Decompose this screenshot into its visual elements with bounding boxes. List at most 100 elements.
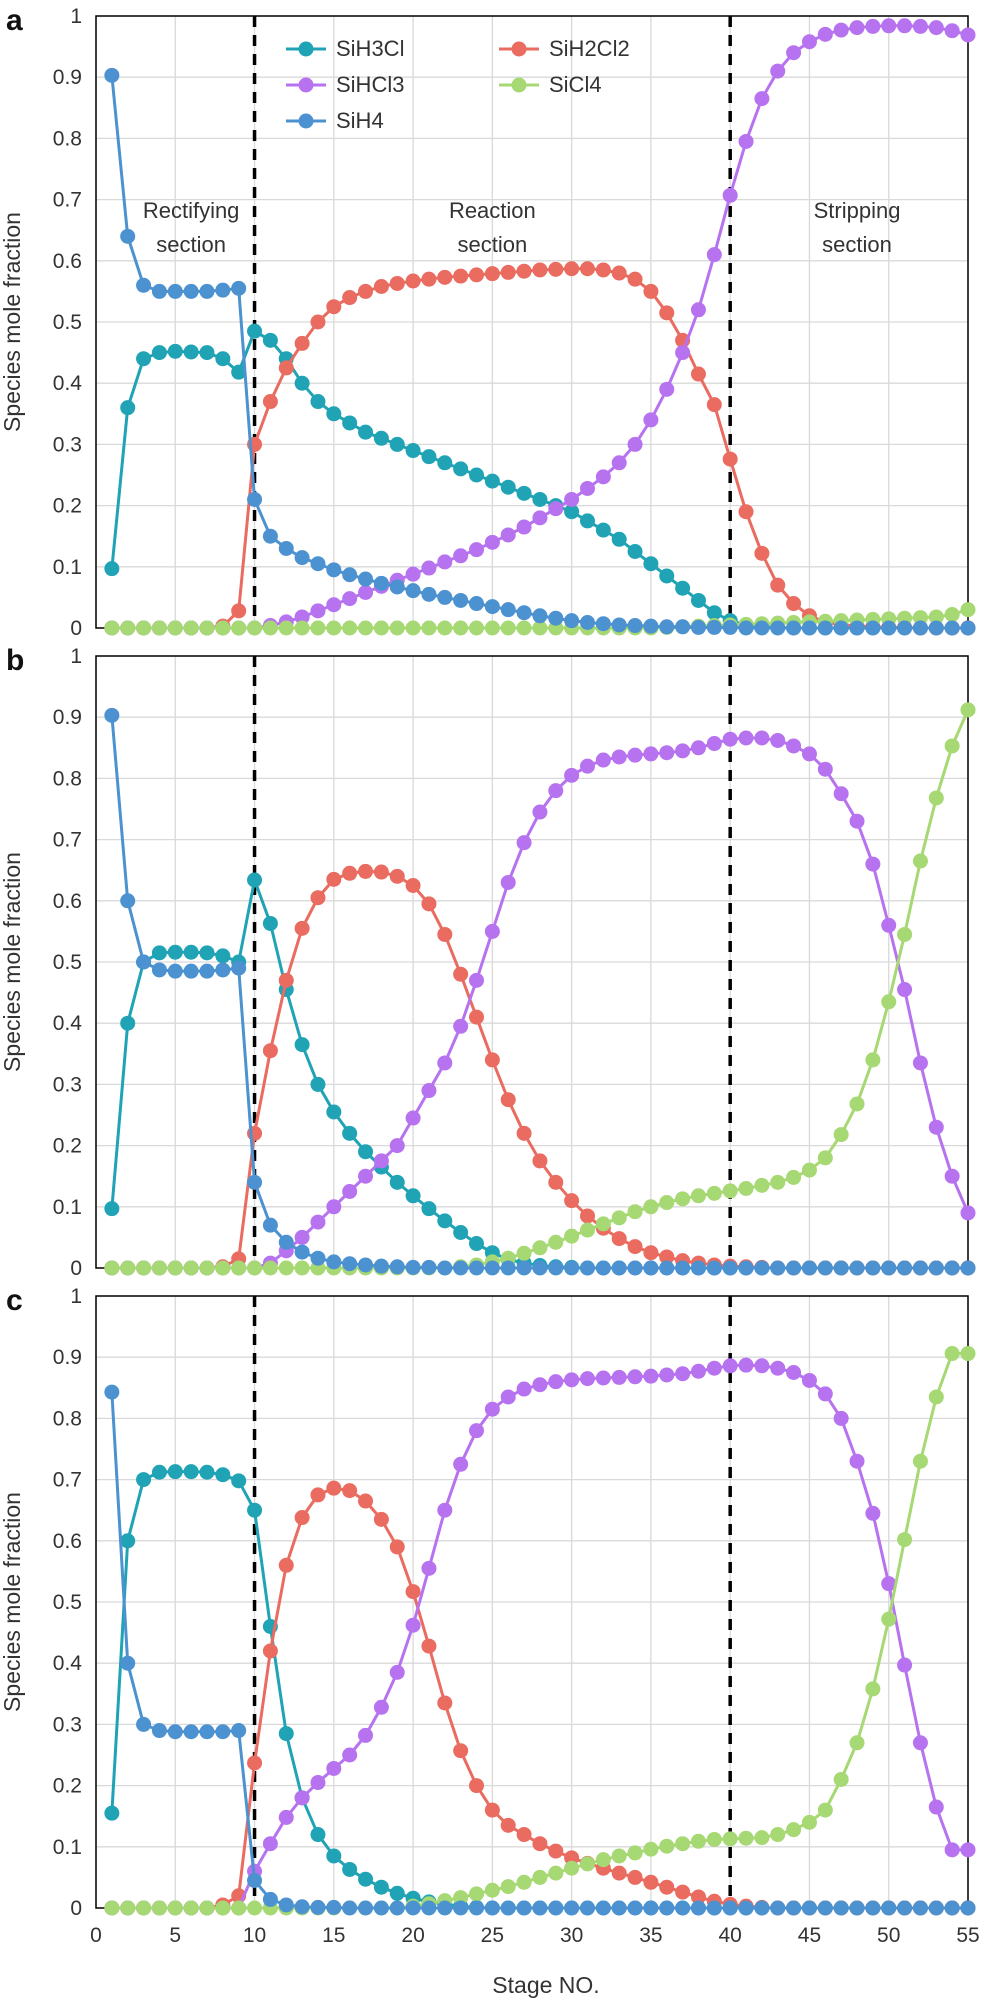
data-point xyxy=(595,469,611,485)
data-point xyxy=(183,1464,199,1480)
data-point xyxy=(373,1258,389,1274)
data-point xyxy=(405,878,421,893)
data-point xyxy=(897,1900,913,1916)
data-point xyxy=(342,415,358,431)
data-point xyxy=(373,1879,389,1895)
data-point xyxy=(548,1374,564,1390)
data-point xyxy=(310,1487,326,1503)
data-point xyxy=(754,730,770,746)
data-point xyxy=(231,620,247,636)
data-point xyxy=(247,1502,263,1518)
y-tick-label: 0.1 xyxy=(53,556,82,579)
legend-swatch-marker xyxy=(298,113,314,129)
data-point xyxy=(104,1900,120,1916)
data-point xyxy=(167,283,183,299)
data-point xyxy=(659,745,675,761)
data-point xyxy=(754,1830,770,1846)
data-point xyxy=(484,599,500,615)
data-point xyxy=(849,1260,865,1276)
data-point xyxy=(595,1900,611,1916)
y-tick-label: 0 xyxy=(70,1257,82,1280)
data-point xyxy=(358,1493,374,1509)
data-point xyxy=(690,1900,706,1916)
data-point xyxy=(833,1900,849,1916)
data-point xyxy=(136,1472,152,1488)
legend-swatch-marker xyxy=(298,41,314,57)
data-point xyxy=(928,790,944,806)
data-point xyxy=(548,610,564,626)
data-point xyxy=(849,620,865,636)
data-point xyxy=(326,620,342,636)
data-point xyxy=(278,540,294,556)
data-point xyxy=(136,620,152,636)
data-point xyxy=(136,1716,152,1732)
data-point xyxy=(897,18,913,34)
data-point xyxy=(104,707,120,723)
data-point xyxy=(722,1831,738,1847)
data-point xyxy=(231,364,247,380)
data-point xyxy=(643,1260,659,1276)
data-point xyxy=(659,1879,675,1895)
data-point xyxy=(469,1236,485,1252)
panel-a: 0 0.1 0.2 0.3 0.4 0.5 0.6 0.7 0.8 0.9 1 Species mol… xyxy=(0,4,976,640)
data-point xyxy=(786,1822,802,1838)
data-point xyxy=(453,966,469,982)
data-point xyxy=(659,619,675,635)
data-point xyxy=(675,1884,691,1900)
data-point xyxy=(516,1125,532,1141)
data-point xyxy=(278,1897,294,1913)
data-point xyxy=(548,1843,564,1859)
data-point xyxy=(754,1900,770,1916)
data-point xyxy=(548,1260,564,1276)
data-point xyxy=(627,1369,643,1385)
data-point xyxy=(500,1817,516,1833)
data-point xyxy=(865,1900,881,1916)
data-point xyxy=(881,1611,897,1627)
data-point xyxy=(262,332,278,348)
data-point xyxy=(564,767,580,783)
y-tick-label: 0.5 xyxy=(53,951,82,974)
data-point xyxy=(627,1239,643,1255)
y-tick-label: 0.8 xyxy=(53,127,82,150)
data-point xyxy=(611,1865,627,1881)
data-point xyxy=(564,1850,580,1866)
data-point xyxy=(326,406,342,422)
data-point xyxy=(151,1464,167,1480)
data-point xyxy=(262,1043,278,1059)
data-point xyxy=(897,982,913,998)
data-point xyxy=(326,1104,342,1120)
data-point xyxy=(389,1138,405,1154)
data-point xyxy=(167,963,183,979)
data-point xyxy=(247,1900,263,1916)
data-point xyxy=(294,335,310,351)
data-point xyxy=(579,513,595,529)
data-point xyxy=(627,1204,643,1220)
y-tick-label: 0.3 xyxy=(53,1713,82,1736)
data-point xyxy=(912,1735,928,1751)
series-sih4 xyxy=(104,1384,976,1916)
data-point xyxy=(595,1260,611,1276)
data-point xyxy=(897,1532,913,1548)
data-point xyxy=(960,1346,976,1362)
data-point xyxy=(342,1483,358,1499)
y-axis-title: Species mole fraction xyxy=(0,212,25,432)
data-point xyxy=(611,1260,627,1276)
data-point xyxy=(484,266,500,282)
data-point xyxy=(151,283,167,299)
data-point xyxy=(675,619,691,635)
data-point xyxy=(342,567,358,583)
data-point xyxy=(516,1381,532,1397)
data-point xyxy=(801,1900,817,1916)
data-point xyxy=(120,893,136,909)
data-point xyxy=(643,1900,659,1916)
data-point xyxy=(532,1260,548,1276)
legend-label: SiH3Cl xyxy=(336,36,404,61)
y-tick-label: 0.5 xyxy=(53,1591,82,1614)
data-point xyxy=(469,1423,485,1439)
data-point xyxy=(579,1856,595,1872)
data-point xyxy=(786,1260,802,1276)
legend-item: SiH3Cl xyxy=(286,36,404,61)
y-tick-label: 1 xyxy=(70,1285,82,1308)
y-tick-label: 0.8 xyxy=(53,767,82,790)
